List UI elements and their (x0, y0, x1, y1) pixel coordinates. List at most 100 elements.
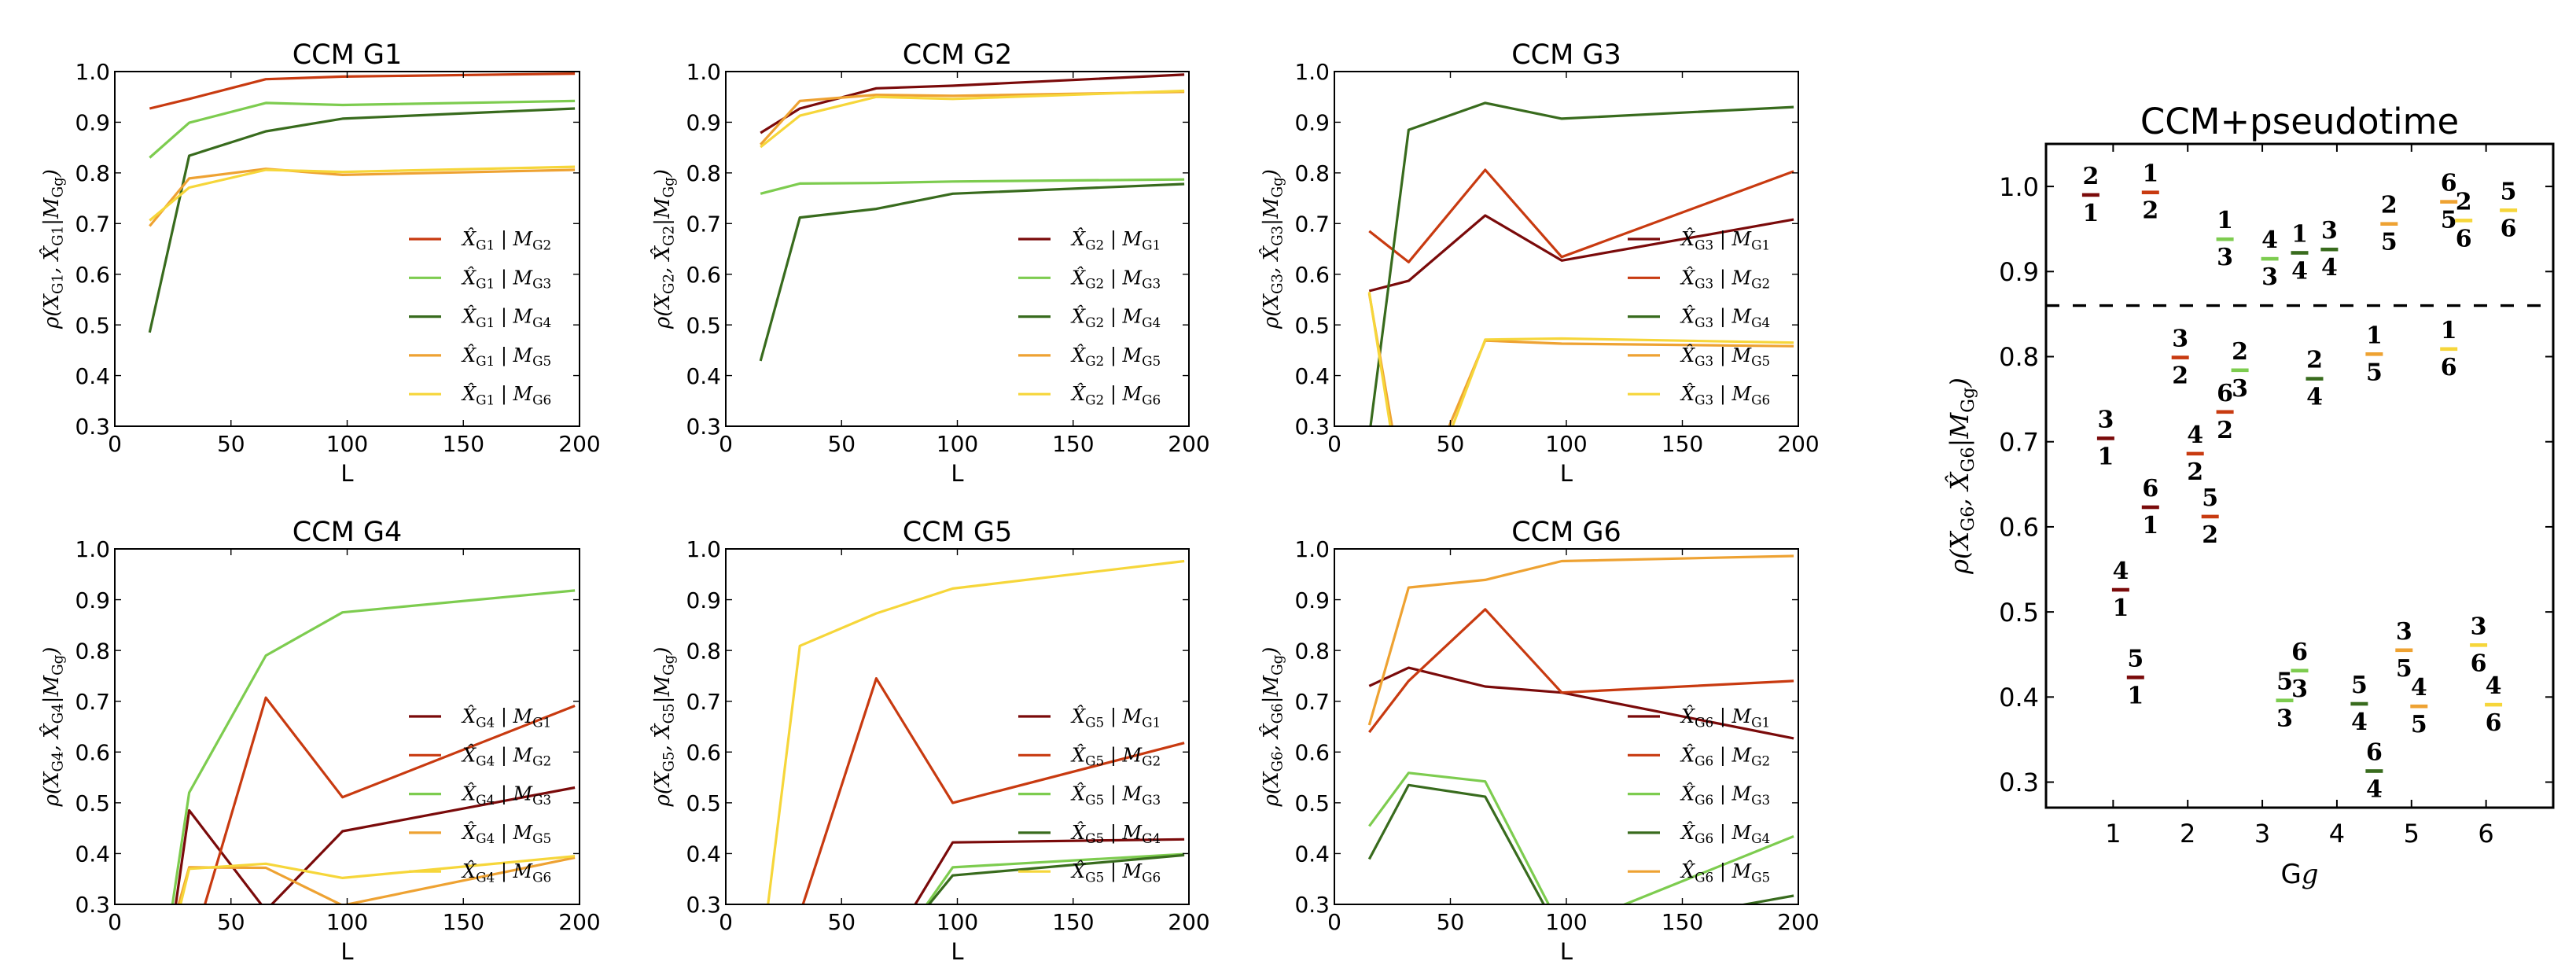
marker-numerator: 2 (2232, 338, 2248, 366)
marker-numerator: 6 (2217, 380, 2233, 407)
math-run: , X̂ (1259, 245, 1283, 274)
math-run: ) (1260, 647, 1283, 656)
marker-fraction-bar (2096, 436, 2114, 440)
math-subscript: G2 (532, 237, 551, 252)
plot-area (759, 73, 1185, 362)
math-run: X̂ (1070, 344, 1086, 366)
math-subscript: G3 (1695, 276, 1713, 292)
fraction-marker-2-over-5: 25 (2380, 192, 2398, 256)
marker-numerator: 5 (2202, 484, 2218, 512)
legend-label: X̂G1 | MG6 (461, 383, 551, 408)
math-subscript: G2 (1085, 392, 1104, 408)
ytick-label: 0.5 (75, 312, 110, 338)
chart-title: CCM G5 (903, 517, 1013, 548)
marker-denominator: 2 (2202, 521, 2218, 549)
math-subscript: G2 (1085, 276, 1104, 292)
math-subscript: G6 (532, 870, 551, 885)
legend-item-x-g6-m-g4: X̂G6 | MG4 (1628, 822, 1770, 846)
ytick-label: 1.0 (75, 59, 110, 85)
ytick-label: 0.9 (75, 587, 110, 613)
chart-panel-ccm-pseudotime: 2131415161123242526213234353631424345464… (1945, 101, 2555, 890)
math-run: | M (1713, 228, 1752, 251)
math-run: | M (1104, 267, 1143, 289)
marker-numerator: 4 (2486, 672, 2502, 700)
ytick-label: 0.4 (1999, 683, 2039, 712)
series-line-x-g3-m-g2 (1368, 168, 1794, 263)
math-subscript: Gg (50, 654, 67, 676)
math-run: | M (495, 860, 533, 883)
xtick-label: 3 (2254, 819, 2270, 849)
legend-item-x-g5-m-g6: X̂G5 | MG6 (1018, 860, 1161, 885)
xtick-label: 50 (827, 431, 856, 457)
marker-denominator: 3 (2276, 705, 2293, 733)
math-run: | M (1713, 267, 1752, 289)
series-line-x-g1-m-g3 (149, 99, 576, 159)
legend-item-x-g5-m-g2: X̂G5 | MG2 (1018, 744, 1161, 769)
plot-area (1367, 554, 1794, 904)
marker-fraction-bar (2186, 451, 2204, 456)
ytick-label: 0.5 (686, 790, 721, 816)
legend-label: X̂G3 | MG6 (1680, 383, 1770, 408)
marker-denominator: 6 (2501, 215, 2517, 242)
marker-numerator: 5 (2276, 668, 2293, 696)
xtick-label: 100 (937, 909, 978, 935)
marker-fraction-bar (2306, 377, 2324, 381)
legend-label: X̂G2 | MG1 (1070, 228, 1161, 253)
math-subscript: G3 (1751, 792, 1770, 808)
y-axis-label: ρ(XG2, X̂G2|MGg) (650, 169, 677, 330)
legend-label: X̂G4 | MG6 (461, 860, 551, 885)
legend-label: X̂G3 | MG4 (1680, 305, 1770, 330)
plot-area (767, 559, 1185, 904)
math-subscript: G2 (1751, 753, 1770, 769)
series-line-x-g5-m-g6 (767, 559, 1185, 904)
marker-fraction-bar (2350, 701, 2368, 706)
ytick-label: 0.8 (75, 638, 110, 664)
math-run: | M (1104, 344, 1143, 367)
math-subscript: G5 (1085, 753, 1104, 769)
series-line-x-g4-m-g2 (203, 696, 576, 904)
math-subscript: G1 (476, 315, 495, 330)
math-run: X̂ (1070, 267, 1086, 289)
math-run: ) (40, 647, 64, 656)
xtick-label: 0 (108, 431, 122, 457)
fraction-marker-3-over-1: 31 (2096, 406, 2114, 470)
marker-fraction-bar (2320, 247, 2339, 252)
xtick-label: 100 (326, 909, 368, 935)
math-subscript: G4 (1751, 830, 1770, 846)
series-line-x-g2-m-g5 (760, 90, 1185, 145)
marker-numerator: 4 (2261, 226, 2278, 254)
marker-denominator: 6 (2471, 650, 2487, 677)
series-line-x-g5-m-g3 (925, 852, 1185, 904)
math-subscript: G4 (1142, 315, 1161, 330)
math-run: | M (495, 383, 533, 406)
chart-title: CCM+pseudotime (2140, 101, 2459, 142)
ytick-label: 1.0 (686, 59, 721, 85)
chart-title: CCM G6 (1511, 517, 1621, 548)
marker-denominator: 4 (2366, 776, 2383, 804)
marker-denominator: 5 (2441, 207, 2457, 234)
ytick-label: 0.3 (686, 892, 721, 918)
xtick-label: 0 (1327, 431, 1341, 457)
fraction-marker-4-over-1: 41 (2111, 558, 2129, 622)
marker-denominator: 2 (2172, 363, 2188, 390)
math-run: X̂ (1680, 744, 1695, 766)
math-subscript: G1 (476, 392, 495, 408)
math-run: | M (1104, 744, 1143, 767)
ytick-label: 0.6 (686, 740, 721, 766)
ytick-label: 1.0 (686, 536, 721, 562)
fraction-marker-5-over-1: 51 (2126, 645, 2144, 709)
math-subscript: G6 (1142, 392, 1161, 408)
legend-item-x-g1-m-g2: X̂G1 | MG2 (409, 228, 551, 252)
xtick-label: 50 (827, 909, 856, 935)
math-run: , X̂ (650, 723, 675, 752)
series-line-x-g3-m-g4 (1369, 101, 1794, 426)
ytick-label: 0.3 (1294, 892, 1330, 918)
legend-label: X̂G3 | MG5 (1680, 344, 1770, 370)
ytick-label: 0.3 (686, 414, 721, 440)
x-axis-label: L (1560, 938, 1573, 965)
math-subscript: G2 (1085, 315, 1104, 330)
xtick-label: 50 (1437, 909, 1465, 935)
y-axis-label: ρ(XG6, X̂G6|MGg) (1945, 377, 1978, 575)
